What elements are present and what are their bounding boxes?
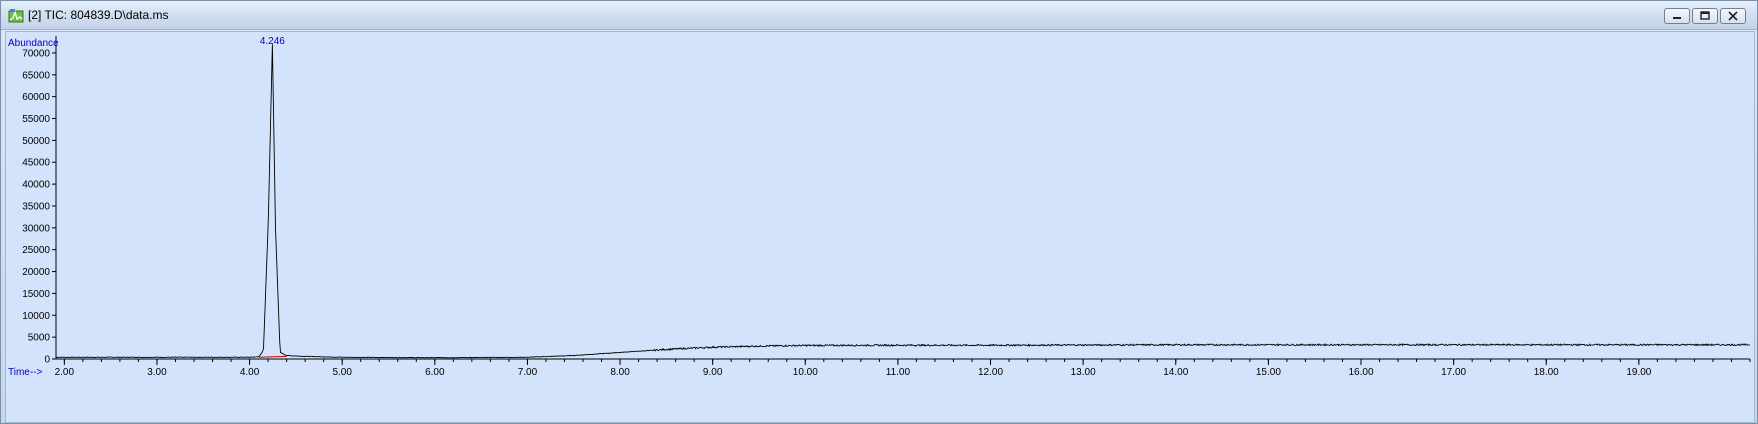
title-bar[interactable]: [2] TIC: 804839.D\data.ms (1, 1, 1757, 30)
x-tick-label: 12.00 (978, 367, 1003, 378)
y-tick-label: 10000 (22, 311, 50, 322)
peak-label[interactable]: 4.246 (260, 36, 285, 47)
y-tick-label: 15000 (22, 289, 50, 300)
x-tick-label: 8.00 (610, 367, 630, 378)
y-tick-label: 65000 (22, 70, 50, 81)
y-tick-label: 20000 (22, 267, 50, 278)
y-tick-label: 30000 (22, 223, 50, 234)
tic-trace-line[interactable] (55, 44, 1751, 359)
peak-baseline-marker (258, 355, 287, 358)
y-tick-label: 60000 (22, 92, 50, 103)
y-tick-label: 70000 (22, 48, 50, 59)
x-tick-label: 9.00 (703, 367, 723, 378)
x-tick-label: 4.00 (240, 367, 260, 378)
y-tick-label: 45000 (22, 158, 50, 169)
chromatogram-plot[interactable]: 0 5000 10000 15000 20000 25000 30000 35000 40000… (5, 31, 1755, 423)
x-tick-label: 19.00 (1626, 367, 1651, 378)
y-tick-label: 35000 (22, 201, 50, 212)
window-title: [2] TIC: 804839.D\data.ms (28, 8, 169, 22)
x-tick-label: 13.00 (1071, 367, 1096, 378)
x-tick-label: 15.00 (1256, 367, 1281, 378)
x-tick-label: 3.00 (147, 367, 167, 378)
x-tick-label: 11.00 (886, 367, 911, 378)
x-tick-label: 6.00 (425, 367, 445, 378)
restore-icon (1700, 11, 1710, 20)
y-tick-label: 55000 (22, 114, 50, 125)
minimize-icon (1673, 17, 1681, 19)
y-tick-label: 40000 (22, 180, 50, 191)
y-tick-label: 25000 (22, 245, 50, 256)
x-tick-label: 16.00 (1348, 367, 1373, 378)
x-tick-label: 14.00 (1163, 367, 1188, 378)
tic-chart[interactable]: 0 5000 10000 15000 20000 25000 30000 35000 40000… (6, 32, 1756, 424)
minimize-button[interactable] (1664, 8, 1690, 24)
close-icon (1728, 11, 1738, 21)
chromatogram-app-icon (8, 9, 24, 23)
y-axis-label: Abundance (8, 38, 59, 49)
y-tick-label: 50000 (22, 136, 50, 147)
x-tick-label: 2.00 (55, 367, 75, 378)
x-axis-label: Time--> (8, 367, 43, 378)
x-tick-label: 10.00 (793, 367, 818, 378)
x-tick-label: 5.00 (332, 367, 352, 378)
x-tick-label: 17.00 (1441, 367, 1466, 378)
x-tick-label: 18.00 (1534, 367, 1559, 378)
x-tick-label: 7.00 (518, 367, 538, 378)
y-tick-label: 0 (44, 355, 50, 366)
restore-button[interactable] (1692, 8, 1718, 24)
y-tick-label: 5000 (28, 333, 51, 344)
close-button[interactable] (1720, 8, 1746, 24)
